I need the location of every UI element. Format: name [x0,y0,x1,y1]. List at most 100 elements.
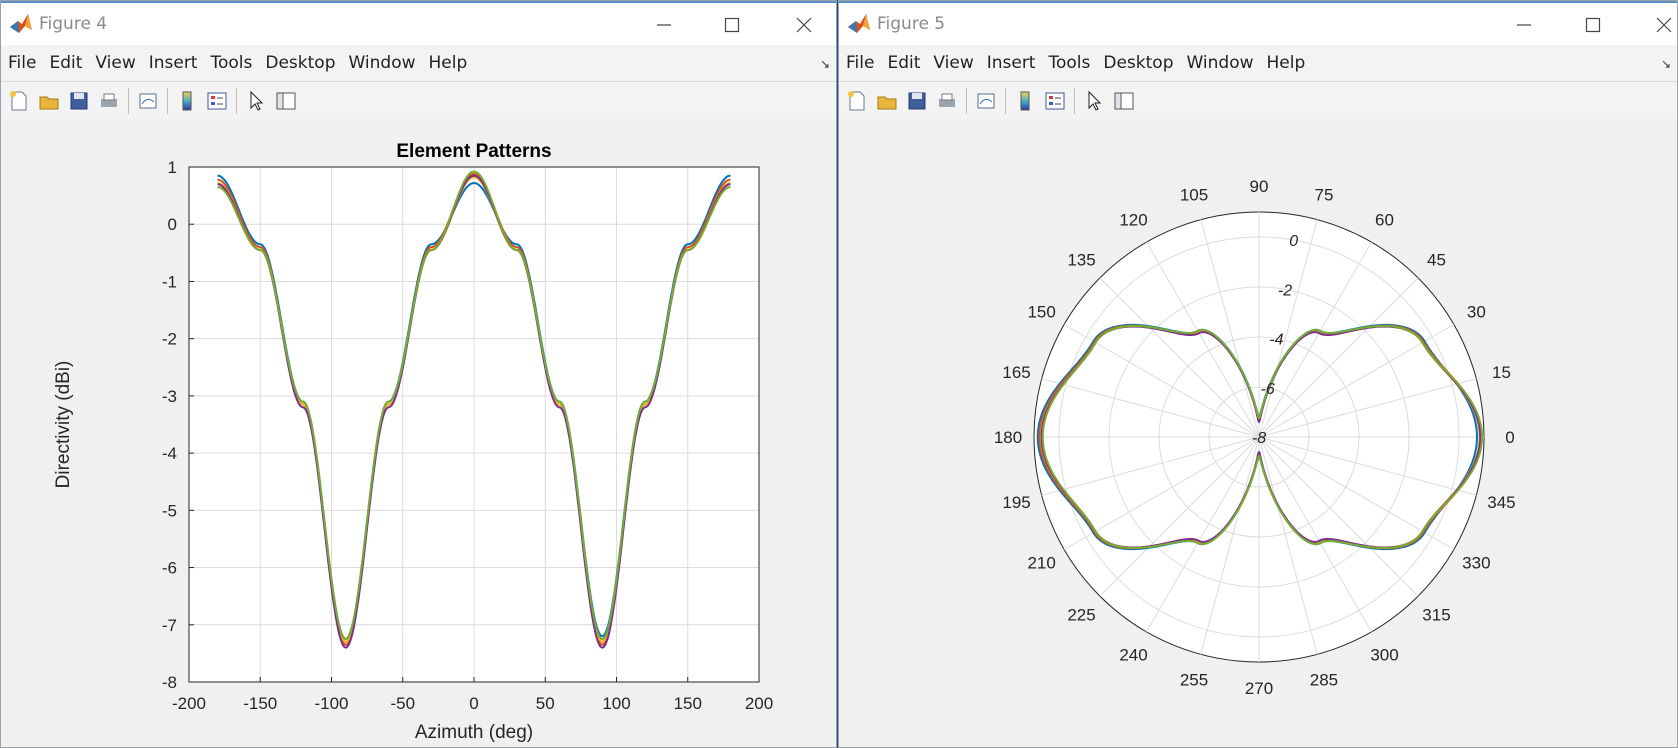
minimize-button[interactable] [643,10,685,40]
property-editor-icon [1114,92,1134,110]
figure-5-window: Figure 5 File Edit View Insert Tools Des… [838,0,1678,748]
close-button[interactable] [783,10,825,40]
maximize-button[interactable] [711,10,753,40]
dock-arrow-icon[interactable]: ↘ [1660,57,1671,71]
legend-icon [1045,92,1065,110]
angle-tick-label: 45 [1427,251,1446,270]
x-axis-label: Azimuth (deg) [415,722,533,743]
print-icon [101,93,117,107]
y-tick-label: -8 [162,673,177,692]
x-tick-label: -150 [243,694,277,713]
polar-spoke [1041,378,1260,438]
angle-tick-label: 285 [1310,670,1338,689]
polar-series-line-4 [1040,325,1482,549]
x-tick-label: -200 [172,694,206,713]
angle-tick-label: 270 [1245,679,1273,698]
polar-spoke [1099,436,1260,597]
menu-window[interactable]: Window [348,53,416,73]
angle-tick-label: 90 [1250,177,1269,196]
chart-title: Element Patterns [396,141,551,162]
y-tick-label: -7 [162,616,177,635]
menu-window[interactable]: Window [1186,53,1254,73]
x-tick-label: 50 [536,694,555,713]
legend-icon [207,92,227,110]
menu-desktop[interactable]: Desktop [265,53,336,73]
series-line-4 [217,174,731,649]
menu-tools[interactable]: Tools [1048,53,1091,73]
new-figure-icon [848,91,865,111]
matlab-logo-icon [10,14,32,33]
open-file-button[interactable] [34,86,64,116]
menu-insert[interactable]: Insert [148,53,198,73]
new-figure-button[interactable] [4,86,34,116]
polar-spoke [1258,436,1318,655]
pointer-button[interactable] [1079,86,1109,116]
open-file-button[interactable] [872,86,902,116]
figure-toolbar [1,81,836,121]
maximize-button[interactable] [1572,10,1614,40]
x-tick-label: 100 [602,694,630,713]
print-button[interactable] [932,86,962,116]
new-figure-button[interactable] [842,86,872,116]
angle-tick-label: 300 [1370,645,1398,664]
property-editor-button[interactable] [271,86,301,116]
menu-insert[interactable]: Insert [986,53,1036,73]
angle-tick-label: 210 [1027,554,1055,573]
menu-file[interactable]: File [8,53,37,73]
polar-spoke [1258,436,1455,550]
angle-tick-label: 225 [1067,605,1095,624]
series-line-5 [217,170,731,641]
title-bar: Figure 4 [1,1,836,45]
y-tick-label: -1 [162,272,177,291]
radial-tick-label: -4 [1269,332,1283,349]
minimize-button[interactable] [1503,10,1545,40]
y-tick-label: 1 [168,158,177,177]
polar-spoke [1258,436,1372,633]
link-plot-button[interactable] [971,86,1001,116]
x-tick-label: 200 [745,694,773,713]
save-button[interactable] [902,86,932,116]
y-axis-label: Directivity (dBi) [53,361,74,489]
angle-tick-label: 180 [994,428,1022,447]
menu-help[interactable]: Help [1266,53,1306,73]
colorbar-button[interactable] [172,86,202,116]
menu-tools[interactable]: Tools [210,53,253,73]
link-plot-icon [139,93,157,109]
legend-button[interactable] [202,86,232,116]
menu-view[interactable]: View [933,53,974,73]
angle-tick-label: 240 [1119,645,1147,664]
open-file-icon [877,96,897,110]
polar-spoke [1258,324,1455,438]
print-button[interactable] [94,86,124,116]
pointer-icon [250,90,264,111]
y-tick-label: -5 [162,501,177,520]
colorbar-button[interactable] [1010,86,1040,116]
close-button[interactable] [1643,10,1677,40]
menu-view[interactable]: View [95,53,136,73]
y-tick-label: -3 [162,387,177,406]
pointer-button[interactable] [241,86,271,116]
menu-edit[interactable]: Edit [49,53,83,73]
dock-arrow-icon[interactable]: ↘ [819,57,830,71]
angle-tick-label: 315 [1422,605,1450,624]
menu-desktop[interactable]: Desktop [1103,53,1174,73]
radial-tick-label: -6 [1261,381,1275,398]
radial-tick-label: -2 [1278,282,1292,299]
window-title: Figure 5 [877,14,946,34]
colorbar-icon [182,91,192,111]
menu-file[interactable]: File [846,53,875,73]
property-editor-button[interactable] [1109,86,1139,116]
angle-tick-label: 30 [1467,303,1486,322]
link-plot-button[interactable] [133,86,163,116]
menu-edit[interactable]: Edit [887,53,921,73]
save-button[interactable] [64,86,94,116]
maximize-icon [1585,17,1601,33]
save-icon [908,92,926,110]
polar-spoke [1146,436,1260,633]
y-tick-label: -6 [162,559,177,578]
legend-button[interactable] [1040,86,1070,116]
open-file-icon [39,96,59,110]
link-plot-icon [977,93,995,109]
y-tick-label: -2 [162,330,177,349]
menu-help[interactable]: Help [428,53,468,73]
